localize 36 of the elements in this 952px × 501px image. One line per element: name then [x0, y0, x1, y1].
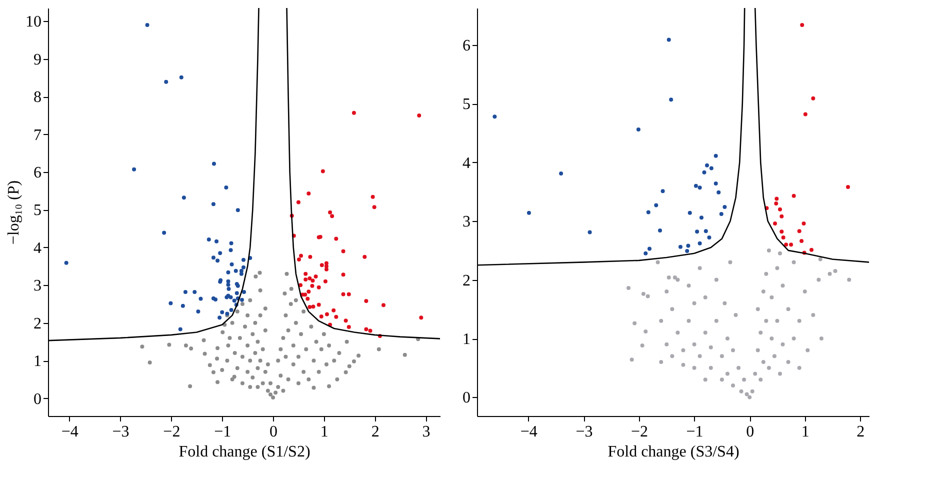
y-tick-label: 6	[462, 37, 470, 54]
y-tick-label: 5	[34, 202, 42, 220]
x-tick-label: 0	[746, 424, 754, 440]
x-tick-label: −4	[520, 424, 538, 440]
y-axis-title: −log₁₀ (P)	[6, 180, 22, 245]
y-tick-label: 7	[34, 126, 42, 144]
y-tick-label: 2	[34, 315, 42, 332]
y-tick-label: 9	[34, 51, 42, 68]
y-tick-label: 4	[34, 240, 42, 257]
x-tick-label: 2	[371, 424, 380, 440]
x-tick-label: 2	[856, 424, 865, 440]
y-tick-label: 0	[462, 390, 470, 407]
x-tick-label: −4	[61, 424, 78, 440]
y-tick-label: 6	[34, 164, 42, 182]
x-tick-label: 1	[801, 424, 810, 440]
x-tick-label: 3	[422, 424, 430, 440]
y-tick-label: 2	[462, 272, 470, 290]
x-tick-label: −2	[163, 424, 180, 440]
x-tick-label: −3	[576, 424, 593, 440]
y-tick-label: 3	[34, 278, 42, 295]
x-tick-label: −1	[686, 424, 704, 440]
y-tick-label: 1	[34, 353, 42, 370]
y-tick-label: 1	[462, 331, 470, 348]
x-tick-label: 1	[320, 424, 328, 440]
x-tick-label: −1	[214, 424, 232, 440]
x-tick-label: −2	[630, 424, 648, 440]
y-tick-label: 5	[462, 96, 470, 114]
y-tick-label: 3	[462, 214, 470, 231]
x-axis-title: Fold change (S3/S4)	[608, 444, 740, 460]
x-axis-title: Fold change (S1/S2)	[178, 444, 310, 460]
y-tick-label: 8	[34, 89, 42, 106]
x-tick-label: −3	[112, 424, 130, 440]
x-tick-label: 0	[270, 424, 278, 440]
y-tick-label: 0	[34, 390, 42, 408]
y-tick-label: 10	[26, 14, 42, 31]
y-tick-label: 4	[462, 154, 470, 172]
